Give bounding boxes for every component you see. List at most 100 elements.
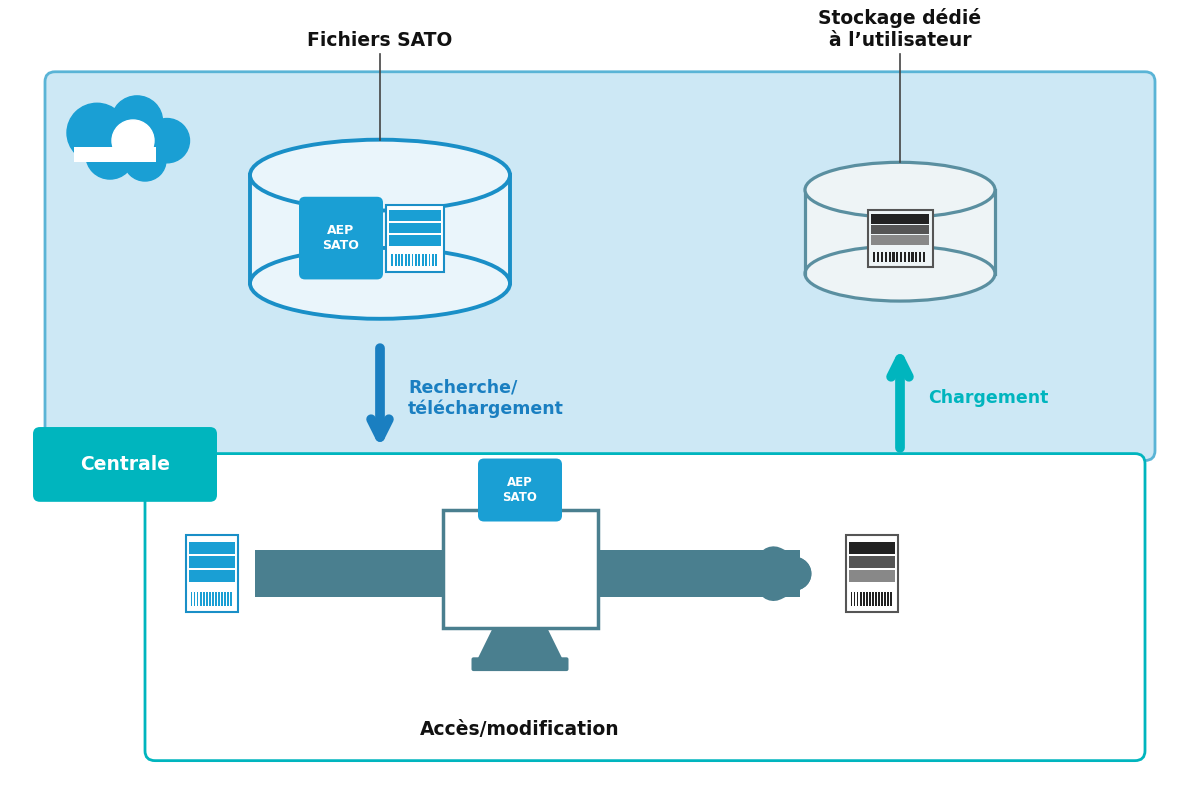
FancyBboxPatch shape (218, 592, 220, 606)
FancyBboxPatch shape (197, 592, 198, 606)
FancyBboxPatch shape (846, 535, 898, 612)
Circle shape (112, 120, 154, 162)
FancyBboxPatch shape (866, 592, 868, 606)
FancyBboxPatch shape (472, 658, 569, 671)
FancyBboxPatch shape (884, 252, 887, 262)
FancyBboxPatch shape (478, 458, 562, 522)
FancyBboxPatch shape (869, 592, 871, 606)
FancyBboxPatch shape (877, 252, 880, 262)
Text: Stockage dédié
à l’utilisateur: Stockage dédié à l’utilisateur (818, 8, 982, 50)
FancyBboxPatch shape (443, 510, 598, 628)
Text: Accès/modification: Accès/modification (420, 720, 620, 738)
FancyBboxPatch shape (145, 454, 1145, 761)
FancyBboxPatch shape (221, 592, 223, 606)
FancyBboxPatch shape (850, 570, 895, 582)
Text: AEP
SATO: AEP SATO (323, 224, 360, 252)
Polygon shape (478, 628, 563, 659)
FancyBboxPatch shape (299, 197, 383, 279)
Text: Recherche/
téléchargement: Recherche/ téléchargement (408, 378, 564, 418)
Ellipse shape (805, 246, 995, 301)
FancyBboxPatch shape (868, 210, 932, 266)
FancyBboxPatch shape (391, 254, 394, 266)
FancyBboxPatch shape (209, 592, 211, 606)
FancyBboxPatch shape (884, 592, 886, 606)
FancyBboxPatch shape (224, 592, 226, 606)
FancyBboxPatch shape (390, 235, 440, 246)
FancyBboxPatch shape (419, 254, 420, 266)
FancyBboxPatch shape (421, 254, 424, 266)
FancyBboxPatch shape (200, 592, 202, 606)
FancyBboxPatch shape (890, 592, 892, 606)
FancyBboxPatch shape (919, 252, 922, 262)
FancyBboxPatch shape (871, 225, 929, 234)
Ellipse shape (250, 248, 510, 318)
FancyBboxPatch shape (186, 535, 238, 612)
FancyBboxPatch shape (46, 72, 1154, 461)
FancyBboxPatch shape (916, 252, 917, 262)
FancyBboxPatch shape (900, 252, 902, 262)
FancyBboxPatch shape (254, 550, 443, 598)
FancyBboxPatch shape (874, 252, 876, 262)
FancyBboxPatch shape (212, 592, 214, 606)
FancyBboxPatch shape (390, 210, 440, 221)
FancyBboxPatch shape (871, 214, 929, 223)
FancyBboxPatch shape (390, 222, 440, 234)
FancyBboxPatch shape (190, 570, 235, 582)
FancyBboxPatch shape (923, 252, 925, 262)
FancyBboxPatch shape (875, 592, 877, 606)
FancyBboxPatch shape (230, 592, 232, 606)
Text: AEP
SATO: AEP SATO (503, 476, 538, 504)
FancyBboxPatch shape (872, 592, 874, 606)
Text: Centrale: Centrale (80, 455, 170, 474)
FancyBboxPatch shape (227, 592, 229, 606)
FancyBboxPatch shape (887, 592, 889, 606)
FancyBboxPatch shape (206, 592, 208, 606)
FancyBboxPatch shape (190, 556, 235, 568)
FancyBboxPatch shape (436, 254, 437, 266)
FancyBboxPatch shape (853, 592, 856, 606)
FancyBboxPatch shape (904, 252, 906, 262)
FancyBboxPatch shape (402, 254, 403, 266)
FancyBboxPatch shape (190, 542, 235, 554)
FancyBboxPatch shape (896, 252, 899, 262)
Circle shape (86, 132, 134, 179)
FancyBboxPatch shape (850, 542, 895, 554)
FancyBboxPatch shape (398, 254, 400, 266)
FancyBboxPatch shape (203, 592, 204, 606)
FancyBboxPatch shape (871, 235, 929, 245)
FancyBboxPatch shape (73, 147, 156, 162)
FancyBboxPatch shape (878, 592, 880, 606)
Circle shape (124, 140, 166, 181)
FancyBboxPatch shape (193, 592, 196, 606)
FancyBboxPatch shape (851, 592, 852, 606)
FancyBboxPatch shape (404, 254, 407, 266)
FancyBboxPatch shape (34, 427, 217, 502)
FancyBboxPatch shape (432, 254, 434, 266)
FancyBboxPatch shape (888, 252, 890, 262)
FancyBboxPatch shape (415, 254, 416, 266)
Polygon shape (250, 175, 510, 283)
FancyBboxPatch shape (412, 254, 414, 266)
FancyBboxPatch shape (598, 550, 800, 598)
FancyBboxPatch shape (860, 592, 862, 606)
FancyBboxPatch shape (386, 205, 444, 271)
FancyBboxPatch shape (428, 254, 431, 266)
FancyBboxPatch shape (191, 592, 192, 606)
Text: Chargement: Chargement (928, 390, 1049, 407)
FancyBboxPatch shape (850, 556, 895, 568)
FancyBboxPatch shape (907, 252, 910, 262)
FancyBboxPatch shape (881, 592, 883, 606)
FancyBboxPatch shape (215, 592, 217, 606)
Polygon shape (805, 190, 995, 274)
FancyBboxPatch shape (408, 254, 410, 266)
FancyBboxPatch shape (863, 592, 864, 606)
FancyBboxPatch shape (395, 254, 396, 266)
Circle shape (112, 96, 162, 146)
Ellipse shape (250, 140, 510, 210)
FancyBboxPatch shape (857, 592, 858, 606)
FancyBboxPatch shape (425, 254, 427, 266)
Circle shape (144, 118, 190, 163)
FancyBboxPatch shape (912, 252, 913, 262)
Circle shape (67, 103, 127, 162)
FancyBboxPatch shape (881, 252, 883, 262)
